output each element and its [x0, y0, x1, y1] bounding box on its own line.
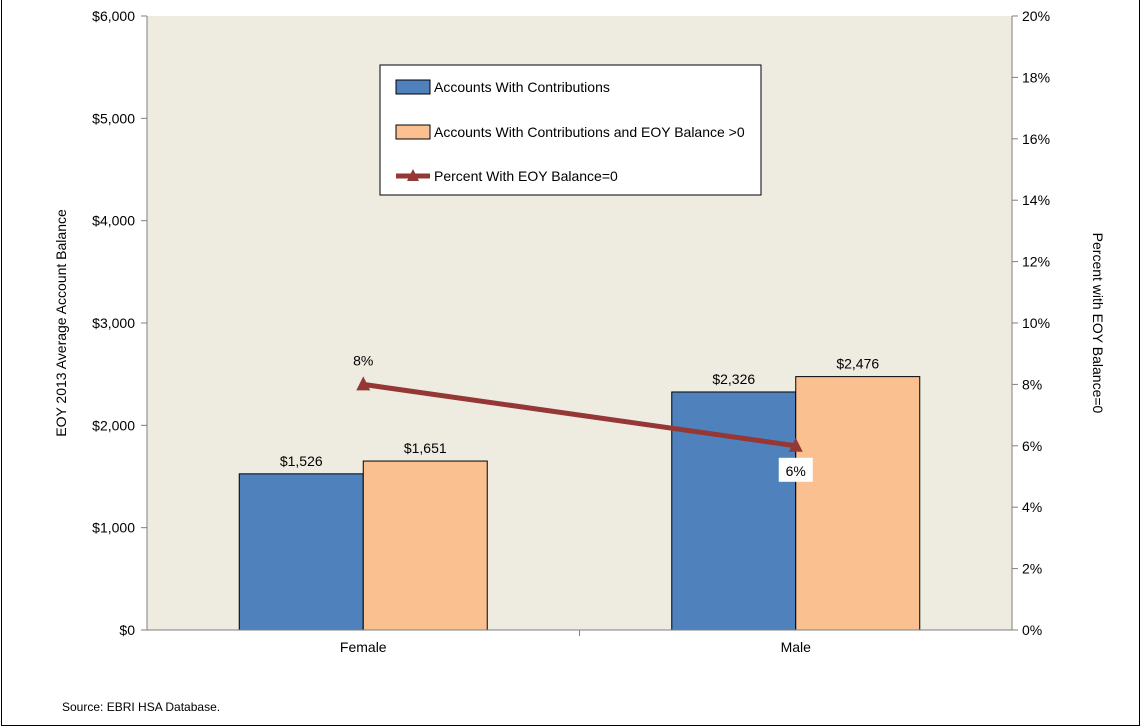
bar-data-label: $1,651: [404, 440, 447, 456]
y2-tick-label: 2%: [1022, 561, 1042, 577]
line-data-label: 6%: [786, 463, 806, 479]
line-data-label: 8%: [353, 352, 373, 368]
bar-data-label: $2,476: [836, 356, 879, 372]
bar-contributions-female: [238, 473, 364, 631]
x-tick-label-male: Male: [781, 639, 812, 655]
line-point-marker: [356, 376, 371, 391]
y-tick-label: $5,000: [92, 110, 135, 126]
y-tick-label: $0: [119, 622, 135, 638]
y-tick-label: $6,000: [92, 8, 135, 24]
legend-swatch: [395, 79, 431, 95]
line-percent-balance-zero: [362, 381, 797, 449]
line-data-label-box: [778, 457, 813, 482]
y2-tick-label: 12%: [1022, 254, 1050, 270]
bar-contributions-male: [671, 391, 797, 631]
y2-tick-label: 18%: [1022, 69, 1050, 85]
y-tick-label: $4,000: [92, 213, 135, 229]
y-tick-label: $1,000: [92, 520, 135, 536]
legend-label: Accounts With Contributions: [434, 79, 610, 95]
y2-tick-label: 8%: [1022, 376, 1042, 392]
y-tick-label: $3,000: [92, 315, 135, 331]
line-point-marker: [788, 437, 803, 452]
y2-axis-title: Percent with EOY Balance=0: [1090, 233, 1106, 414]
legend-swatch: [395, 124, 431, 140]
legend-label: Percent With EOY Balance=0: [434, 168, 618, 184]
y2-tick-label: 20%: [1022, 8, 1050, 24]
bar-contributions-balance-gt0-female: [362, 460, 488, 631]
bar-contributions-balance-gt0-male: [795, 376, 921, 631]
y-axis-title: EOY 2013 Average Account Balance: [53, 209, 69, 437]
bar-data-label: $2,326: [712, 371, 755, 387]
x-tick-label-female: Female: [340, 639, 387, 655]
legend-label: Accounts With Contributions and EOY Bala…: [434, 124, 745, 140]
y2-tick-label: 4%: [1022, 499, 1042, 515]
y2-tick-label: 6%: [1022, 438, 1042, 454]
source-note: Source: EBRI HSA Database.: [62, 700, 220, 714]
y2-tick-label: 16%: [1022, 131, 1050, 147]
legend-line-marker: [407, 169, 419, 181]
legend-box: [379, 64, 762, 196]
y2-tick-label: 0%: [1022, 622, 1042, 638]
bar-data-label: $1,526: [280, 453, 323, 469]
legend: Accounts With Contributions Accounts With…: [379, 64, 762, 196]
y-tick-label: $2,000: [92, 417, 135, 433]
y2-tick-label: 10%: [1022, 315, 1050, 331]
y2-tick-label: 14%: [1022, 192, 1050, 208]
